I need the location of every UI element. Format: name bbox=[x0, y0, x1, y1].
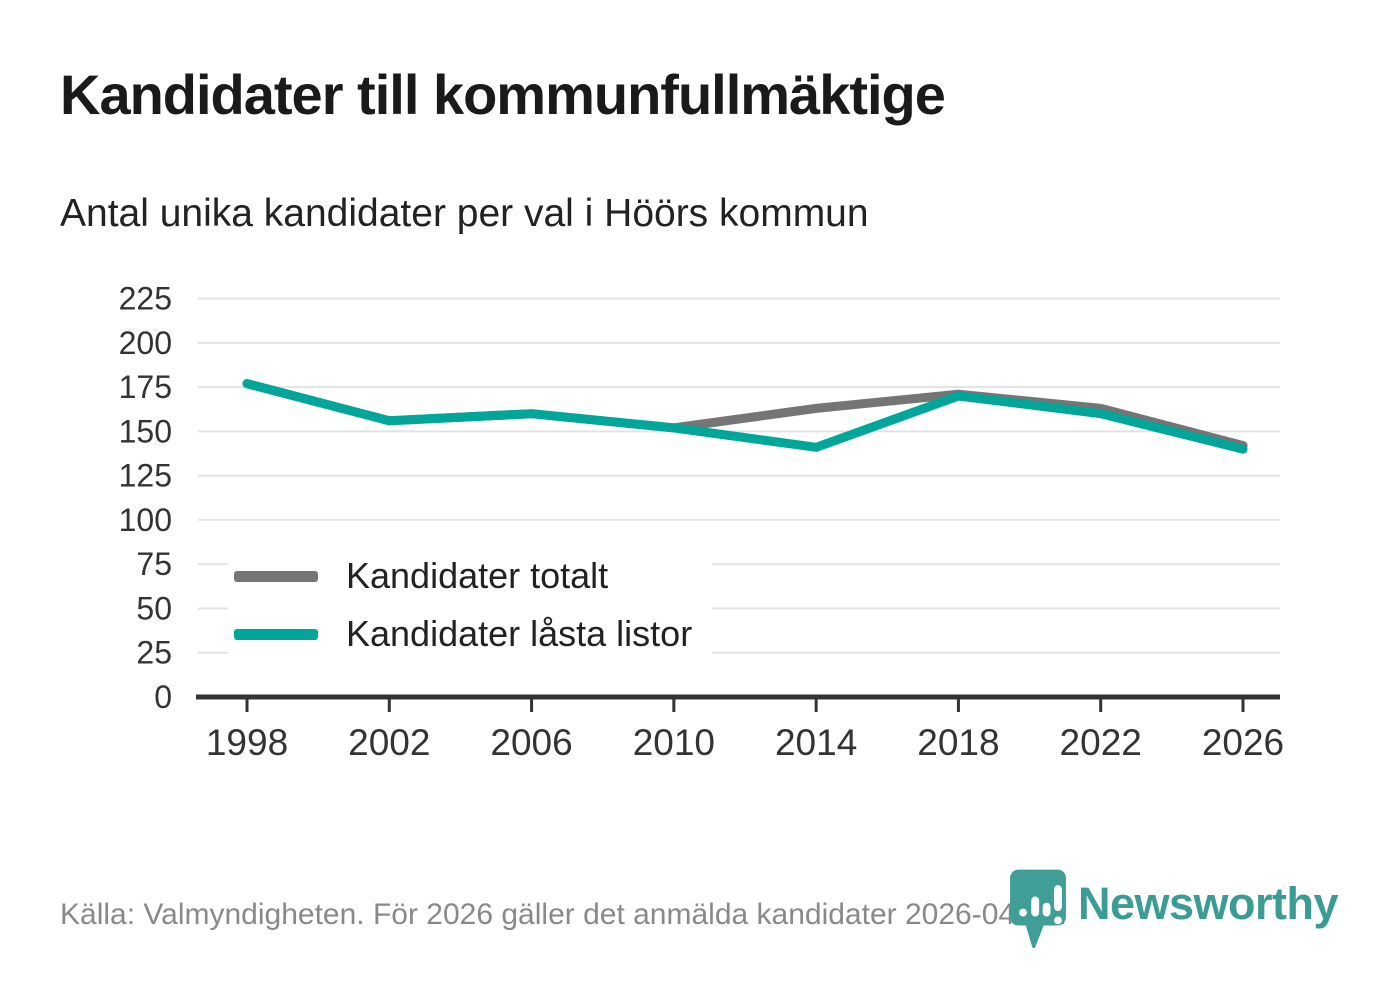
legend-label-total: Kandidater totalt bbox=[346, 555, 609, 596]
x-axis-tick-label: 2002 bbox=[348, 722, 430, 763]
y-axis-tick-label: 0 bbox=[154, 679, 172, 715]
x-axis-tick-label: 2018 bbox=[917, 722, 999, 763]
newsworthy-bubble-icon bbox=[1010, 869, 1066, 949]
y-axis-tick-label: 25 bbox=[136, 635, 172, 671]
y-axis-tick-label: 175 bbox=[119, 369, 172, 405]
y-axis-tick-label: 75 bbox=[136, 546, 172, 582]
legend-swatch-total bbox=[234, 570, 318, 582]
x-axis-tick-label: 2022 bbox=[1060, 722, 1142, 763]
legend-item-locked-lists: Kandidater låsta listor bbox=[234, 613, 692, 655]
x-axis-tick-label: 2006 bbox=[490, 722, 572, 763]
x-axis-tick-label: 2014 bbox=[775, 722, 857, 763]
x-axis-tick-label: 1998 bbox=[206, 722, 288, 763]
newsworthy-wordmark: Newsworthy bbox=[1078, 878, 1339, 929]
chart-subtitle: Antal unika kandidater per val i Höörs k… bbox=[60, 192, 869, 235]
source-note: Källa: Valmyndigheten. För 2026 gäller d… bbox=[60, 898, 1067, 931]
x-axis-tick-label: 2026 bbox=[1202, 722, 1284, 763]
legend-label-locked-lists: Kandidater låsta listor bbox=[346, 613, 693, 654]
series-line-kandidater-lasta-listor bbox=[242, 379, 1248, 454]
y-axis-tick-label: 150 bbox=[119, 413, 172, 449]
y-axis-tick-label: 125 bbox=[119, 458, 172, 494]
y-axis-tick-label: 50 bbox=[136, 590, 172, 626]
legend-item-total: Kandidater totalt bbox=[234, 555, 692, 597]
y-axis-tick-label: 100 bbox=[119, 502, 172, 538]
page-title: Kandidater till kommunfullmäktige bbox=[60, 63, 946, 126]
x-axis-tick-label: 2010 bbox=[633, 722, 715, 763]
legend-swatch-locked-lists bbox=[234, 628, 318, 640]
y-axis-tick-label: 200 bbox=[119, 325, 172, 361]
chart-legend: Kandidater totalt Kandidater låsta listo… bbox=[228, 549, 713, 665]
newsworthy-logo: Newsworthy bbox=[1008, 868, 1339, 963]
y-axis-tick-label: 225 bbox=[119, 281, 172, 317]
